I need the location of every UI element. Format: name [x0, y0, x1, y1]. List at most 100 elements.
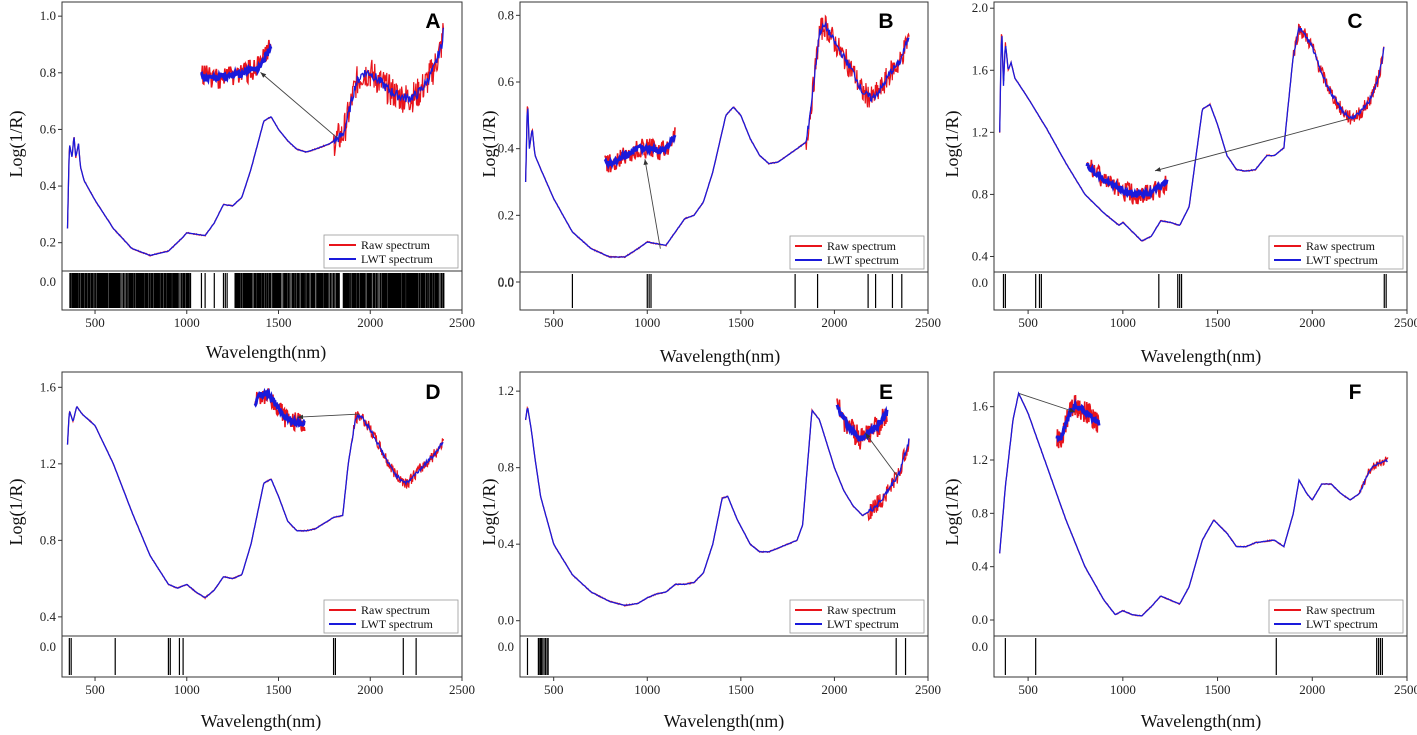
- y-axis-label-f: Log(1/R): [942, 479, 963, 546]
- selected-band: [145, 273, 148, 308]
- series-lwt-spectrum-f: [999, 391, 1388, 617]
- selected-band: [184, 273, 186, 308]
- selected-band: [271, 273, 272, 308]
- series-raw-spectrum-f: [999, 393, 1389, 617]
- selected-band: [146, 273, 149, 308]
- legend-label-lwt-a: LWT spectrum: [361, 252, 434, 266]
- selected-band: [411, 273, 414, 308]
- selected-band: [129, 273, 132, 308]
- selected-band: [155, 273, 158, 308]
- y-tick-label-a: 0.8: [40, 65, 56, 80]
- selected-band: [545, 638, 546, 675]
- panel-label-c: C: [1347, 10, 1362, 33]
- selected-band: [140, 273, 143, 308]
- y-tick-label-a: 1.0: [40, 8, 56, 23]
- x-tick-label-b: 2500: [915, 315, 941, 330]
- selected-band: [305, 273, 307, 308]
- selected-band: [134, 273, 136, 308]
- y-tick-label-f: 0.8: [972, 505, 988, 520]
- selected-band: [284, 273, 286, 308]
- selected-band: [125, 273, 127, 308]
- selected-band: [180, 273, 182, 308]
- selected-band: [413, 273, 415, 308]
- selected-band: [412, 273, 415, 308]
- selected-band: [394, 273, 396, 308]
- selected-band: [95, 273, 97, 308]
- selected-band: [384, 273, 386, 308]
- selected-band: [347, 273, 349, 308]
- selected-band: [401, 273, 404, 308]
- selected-band: [126, 273, 127, 308]
- selected-band: [144, 273, 147, 308]
- selected-band: [544, 638, 546, 675]
- selected-band: [376, 273, 378, 308]
- selected-band: [382, 273, 384, 308]
- selected-band: [250, 273, 253, 308]
- selected-band: [128, 273, 131, 308]
- selected-band: [407, 273, 410, 308]
- selected-band: [392, 273, 394, 308]
- y-tick-label-e: 0.4: [498, 536, 515, 551]
- x-tick-label-e: 1500: [728, 682, 754, 697]
- selected-band: [395, 273, 398, 308]
- selected-band: [291, 273, 293, 308]
- selected-band: [131, 273, 134, 308]
- selected-band: [344, 273, 347, 308]
- legend-label-raw-a: Raw spectrum: [361, 238, 431, 252]
- legend-label-lwt-b: LWT spectrum: [827, 253, 900, 267]
- selected-band: [437, 273, 439, 308]
- selected-band: [72, 273, 74, 308]
- selected-band: [79, 273, 81, 308]
- selected-band: [87, 273, 90, 308]
- panel-d: 0.4 0.8 1.2 1.6 0.0 500 1000 1500 2000 2500 Raw sp…: [40, 371, 475, 697]
- legend-box-e: [789, 599, 925, 634]
- selected-band: [177, 273, 179, 308]
- x-axis-label-d: Wavelength(nm): [201, 711, 322, 732]
- selected-band: [292, 273, 294, 308]
- selected-band: [364, 273, 366, 308]
- x-tick-label-b: 2000: [821, 315, 847, 330]
- plot-frame-b: [519, 1, 929, 311]
- series-lwt-spectrum-a: [66, 27, 444, 256]
- selected-band: [243, 273, 246, 308]
- selected-band: [328, 273, 330, 308]
- selected-band: [312, 273, 315, 308]
- y-tick-label-e: 0.8: [498, 460, 514, 475]
- selected-band: [119, 273, 121, 308]
- selected-band: [410, 273, 413, 308]
- selected-band: [80, 273, 82, 308]
- selected-band: [257, 273, 260, 308]
- selected-band: [421, 273, 424, 308]
- x-tick-label-c: 2500: [1394, 315, 1417, 330]
- selected-band: [71, 273, 73, 308]
- selected-band: [395, 273, 397, 308]
- selected-band: [73, 273, 75, 308]
- panel-label-e: E: [879, 381, 893, 404]
- selected-band: [236, 273, 238, 308]
- selected-band: [349, 273, 350, 308]
- selected-band: [133, 273, 136, 308]
- selected-band: [373, 273, 375, 308]
- selected-band: [418, 273, 421, 308]
- selected-band: [348, 273, 350, 308]
- selected-band: [436, 273, 438, 308]
- legend-label-raw-e: Raw spectrum: [827, 603, 897, 617]
- selected-band: [442, 273, 445, 308]
- selected-band: [252, 273, 254, 308]
- selected-band: [100, 273, 103, 308]
- selected-band: [139, 273, 142, 308]
- legend-label-raw-b: Raw spectrum: [827, 239, 897, 253]
- selected-band: [367, 273, 370, 308]
- selected-band: [337, 273, 339, 308]
- selected-band: [386, 273, 388, 308]
- y-axis-label-c: Log(1/R): [942, 111, 963, 178]
- selected-wavelengths-b: [571, 274, 903, 308]
- selected-band: [362, 273, 365, 308]
- selected-band: [426, 273, 428, 308]
- selected-band: [162, 273, 164, 308]
- selected-band: [375, 273, 378, 308]
- selected-band: [181, 273, 182, 308]
- selected-band: [78, 273, 81, 308]
- selected-band: [167, 273, 170, 308]
